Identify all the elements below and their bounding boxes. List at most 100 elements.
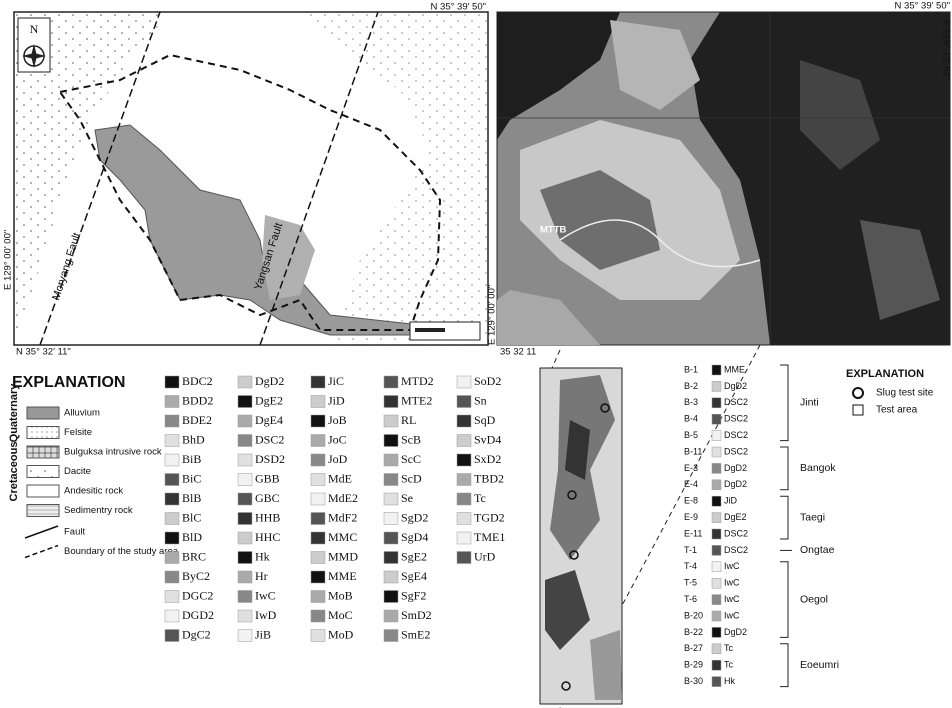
figure: N N 35° 39' 50" N 35° 32' 11" E 129° 00'… [0,0,952,708]
soil-swatch [165,532,179,544]
soil-swatch [165,415,179,427]
soil-swatch [165,571,179,583]
site-soil: DgD2 [724,627,747,637]
site-soil: IwC [724,610,740,620]
soil-swatch [384,415,398,427]
soil-code: BDC2 [182,374,213,388]
soil-swatch [238,552,252,564]
site-id: E-8 [684,496,698,506]
soil-code: HHB [255,510,280,524]
soil-code: GBB [255,471,280,485]
legend-swatch [27,427,59,439]
area-marker [853,405,863,415]
soil-swatch [457,493,471,505]
soil-code: DGD2 [182,608,214,622]
soil-code: DgD2 [255,374,284,388]
inset-map [540,368,622,704]
soil-swatch [238,454,252,466]
soil-code: ScB [401,432,421,446]
site-soil: IwC [724,594,740,604]
soil-swatch [311,513,325,525]
site-id: B-3 [684,397,698,407]
soil-swatch [384,513,398,525]
soil-swatch [311,591,325,603]
soil-swatch [238,396,252,408]
soil-swatch [712,660,721,670]
site-soil: DSC2 [724,528,748,538]
site-soil: DSC2 [724,414,748,424]
soil-swatch [712,545,721,555]
soil-swatch [384,474,398,486]
soil-swatch [238,474,252,486]
site-soil: MME [724,364,745,374]
soil-swatch [311,571,325,583]
soil-swatch [712,513,721,523]
site-label: MTTB [540,225,567,236]
coordinate: E 129° 12' 52" [940,20,951,80]
legend-title: EXPLANATION [846,368,924,380]
soil-code: JiB [255,627,271,641]
soil-swatch [238,376,252,388]
legend-label: Slug test site [876,388,934,399]
soil-swatch [712,627,721,637]
soil-code: IwC [255,588,276,602]
bracket [780,644,788,687]
site-id: B-5 [684,430,698,440]
soil-code: SxD2 [474,452,501,466]
soil-swatch [238,532,252,544]
soil-swatch [384,532,398,544]
site-id: E-3 [684,463,698,473]
soil-code: BhD [182,432,205,446]
soil-code: MMC [328,530,357,544]
soil-swatch [238,610,252,622]
soil-swatch [384,376,398,388]
soil-swatch [712,414,721,424]
soil-code: MME [328,569,357,583]
soil-swatch [311,376,325,388]
site-group: Taegi [800,511,825,523]
site-id: T-4 [684,561,697,571]
soil-code: SgD4 [401,530,428,544]
site-soil: DSC2 [724,446,748,456]
soil-code: SoD2 [474,374,501,388]
soil-code: ScC [401,452,421,466]
soil-swatch [384,591,398,603]
soil-code: BlB [182,491,201,505]
soil-code: SgD2 [401,510,428,524]
bracket [780,496,788,539]
site-id: B-29 [684,660,703,670]
soil-swatch [311,552,325,564]
soil-code: DGC2 [182,588,213,602]
soil-swatch [165,474,179,486]
site-id: B-22 [684,627,703,637]
soil-swatch [165,454,179,466]
soil-swatch [311,532,325,544]
coordinate: N 35° 32' 11" [16,347,71,358]
soil-code: DSD2 [255,452,285,466]
site-soil: Hk [724,676,735,686]
site-group: Bangok [800,462,836,474]
soil-swatch [165,493,179,505]
bracket [780,447,788,490]
soil-swatch [384,571,398,583]
soil-swatch [165,435,179,447]
soil-swatch [165,552,179,564]
soil-code: JiC [328,374,344,388]
soil-code: Hr [255,569,268,583]
soil-swatch [238,630,252,642]
legend-label: Sedimentry rock [64,505,133,516]
soil-swatch [165,591,179,603]
slug-marker [853,388,863,398]
site-soil: DgD2 [724,463,747,473]
soil-code: DgE4 [255,413,283,427]
coordinate: E 129° 00' 00" [487,285,498,345]
soil-swatch [238,571,252,583]
soil-swatch [311,415,325,427]
soil-swatch [384,610,398,622]
soil-swatch [384,396,398,408]
site-group: Oegol [800,593,828,605]
site-group: Ongtae [800,544,835,556]
soil-code: BiB [182,452,201,466]
soil-swatch [311,474,325,486]
legend-swatch [27,407,59,419]
